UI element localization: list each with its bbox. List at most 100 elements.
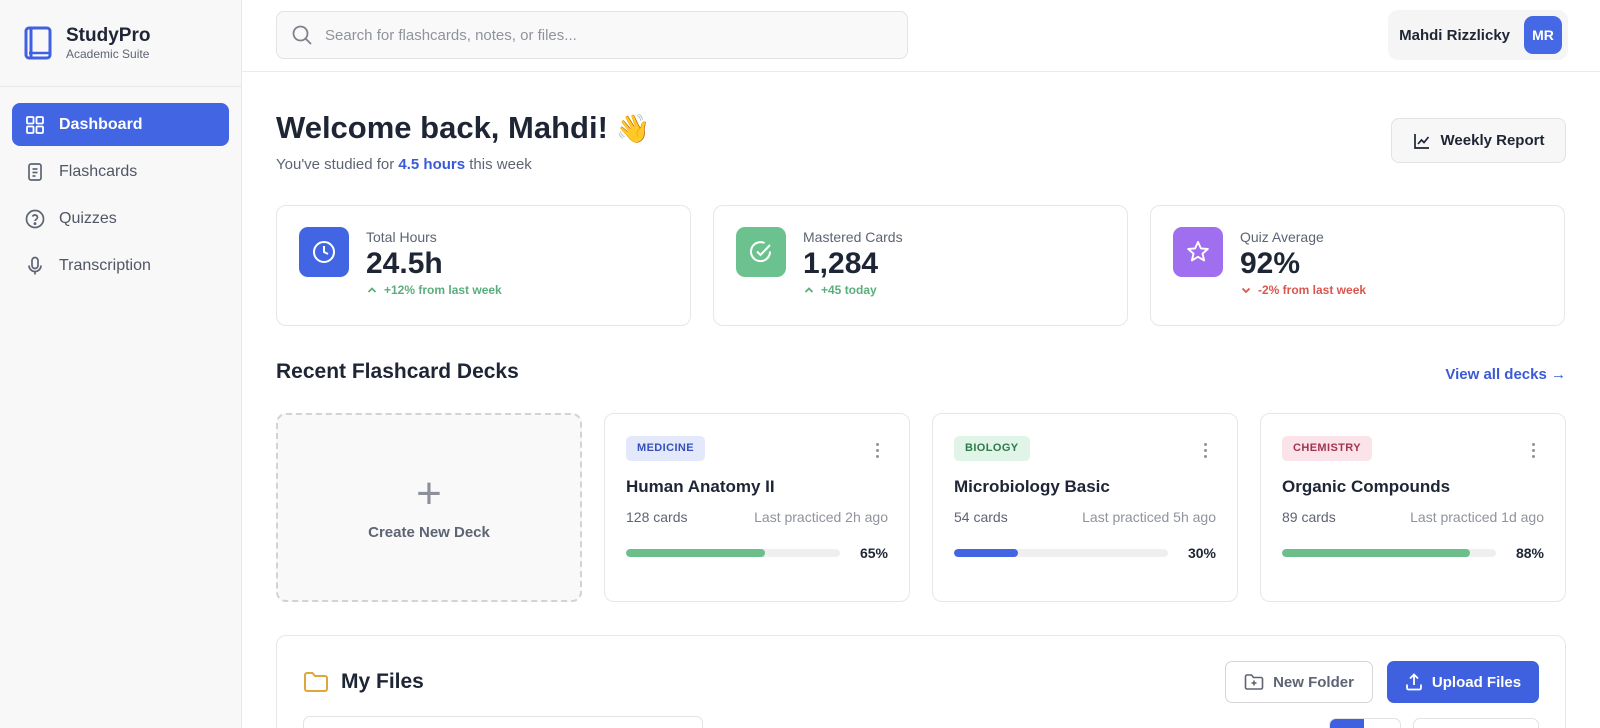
sidebar-item-label: Transcription [59, 256, 151, 274]
deck-title: Microbiology Basic [954, 477, 1110, 496]
progress-bar-fill [1282, 549, 1471, 557]
deck-title: Organic Compounds [1282, 477, 1451, 496]
view-toggle[interactable] [1329, 718, 1401, 728]
sidebar-item-quizzes[interactable]: Quizzes [12, 197, 229, 240]
create-deck-label: Create New Deck [368, 524, 490, 541]
deck-tag: BIOLOGY [954, 436, 1030, 461]
weekly-report-button[interactable]: Weekly Report [1391, 118, 1566, 163]
deck-card-count: 128 cards [626, 509, 688, 525]
deck-tag: CHEMISTRY [1282, 436, 1372, 461]
new-folder-button[interactable]: New Folder [1225, 661, 1373, 703]
stat-card-total-hours: Total Hours 24.5h +12% from last week [276, 205, 691, 326]
chevron-up-icon [367, 287, 377, 293]
weekly-report-label: Weekly Report [1440, 132, 1545, 149]
sidebar-item-flashcards[interactable]: Flashcards [12, 150, 229, 193]
summary-prefix: You've studied for [276, 156, 395, 173]
more-vertical-icon[interactable] [1197, 440, 1213, 460]
microphone-icon [25, 256, 45, 276]
my-files-title: My Files [303, 670, 424, 694]
folder-plus-icon [1244, 674, 1264, 690]
user-menu[interactable]: Mahdi Rizzlicky MR [1388, 10, 1568, 60]
sidebar-item-label: Flashcards [59, 162, 138, 180]
progress-percent: 65% [859, 545, 888, 561]
stat-label: Quiz Average [1240, 229, 1324, 245]
folder-icon [304, 672, 328, 692]
new-folder-label: New Folder [1273, 673, 1354, 691]
sidebar-item-dashboard[interactable]: Dashboard [12, 103, 229, 146]
stat-delta-text: +45 today [821, 283, 877, 297]
avatar[interactable]: MR [1524, 16, 1562, 54]
decks-section-title: Recent Flashcard Decks [276, 360, 519, 383]
stat-card-quiz-average: Quiz Average 92% -2% from last week [1150, 205, 1565, 326]
study-summary: You've studied for 4.5 hours this week [276, 156, 532, 173]
question-circle-icon [25, 209, 45, 229]
progress-bar [626, 549, 840, 557]
deck-last-practiced: Last practiced 2h ago [754, 509, 888, 525]
sidebar-item-transcription[interactable]: Transcription [12, 244, 229, 287]
deck-card[interactable]: MEDICINE Human Anatomy II 128 cards Last… [604, 413, 910, 602]
stat-label: Mastered Cards [803, 229, 903, 245]
sidebar: StudyPro Academic Suite Dashboard Flashc… [0, 0, 242, 728]
search-box[interactable] [276, 11, 908, 59]
progress-percent: 88% [1515, 545, 1544, 561]
sidebar-item-label: Quizzes [59, 209, 117, 227]
decks-row: + Create New Deck MEDICINE Human Anatomy… [276, 413, 1566, 602]
book-icon [24, 26, 52, 60]
progress-bar [954, 549, 1168, 557]
brand-subtitle: Academic Suite [66, 47, 150, 61]
stat-value: 1,284 [803, 247, 879, 280]
progress-bar [1282, 549, 1496, 557]
more-vertical-icon[interactable] [869, 440, 885, 460]
deck-card-count: 89 cards [1282, 509, 1336, 525]
stat-delta-text: -2% from last week [1258, 283, 1367, 297]
deck-last-practiced: Last practiced 5h ago [1082, 509, 1216, 525]
create-deck-card[interactable]: + Create New Deck [276, 413, 582, 602]
brand-name: StudyPro [66, 25, 151, 46]
upload-icon [1406, 673, 1422, 691]
chevron-down-icon [1241, 287, 1251, 294]
stat-label: Total Hours [366, 229, 437, 245]
sidebar-nav: Dashboard Flashcards Quizzes [0, 87, 241, 307]
grid-view-toggle[interactable] [1330, 719, 1364, 728]
deck-meta: 128 cards Last practiced 2h ago [626, 509, 888, 525]
my-files-panel: My Files New Folder Upload Files [276, 635, 1566, 728]
deck-card[interactable]: CHEMISTRY Organic Compounds 89 cards Las… [1260, 413, 1566, 602]
deck-tag: MEDICINE [626, 436, 705, 461]
search-icon [292, 25, 312, 45]
upload-files-button[interactable]: Upload Files [1387, 661, 1539, 703]
stats-row: Total Hours 24.5h +12% from last week Ma… [276, 205, 1566, 326]
deck-progress: 30% [954, 545, 1216, 561]
user-name: Mahdi Rizzlicky [1399, 26, 1510, 44]
progress-percent: 30% [1187, 545, 1216, 561]
document-icon [25, 162, 45, 182]
clock-icon [299, 227, 349, 277]
progress-bar-fill [626, 549, 766, 557]
sort-select[interactable] [1413, 718, 1539, 728]
topbar: Mahdi Rizzlicky MR [242, 0, 1600, 72]
page-title: Welcome back, Mahdi! 👋 [276, 110, 651, 146]
welcome-text: Welcome back, Mahdi! [276, 110, 608, 145]
deck-card-count: 54 cards [954, 509, 1008, 525]
upload-files-label: Upload Files [1431, 673, 1522, 691]
stat-delta: +12% from last week [366, 283, 502, 297]
deck-last-practiced: Last practiced 1d ago [1410, 509, 1544, 525]
view-all-decks-link[interactable]: View all decks → [1445, 366, 1566, 383]
deck-progress: 65% [626, 545, 888, 561]
waving-hand-emoji: 👋 [615, 113, 651, 144]
files-search-input[interactable] [303, 716, 703, 728]
my-files-label: My Files [341, 670, 424, 693]
brand[interactable]: StudyPro Academic Suite [0, 0, 241, 87]
grid-icon [25, 115, 45, 135]
summary-hours: 4.5 hours [398, 156, 466, 173]
stat-delta: +45 today [803, 283, 903, 297]
search-input[interactable] [325, 26, 885, 44]
deck-card[interactable]: BIOLOGY Microbiology Basic 54 cards Last… [932, 413, 1238, 602]
chart-line-icon [1413, 133, 1429, 149]
plus-icon: + [416, 469, 442, 518]
more-vertical-icon[interactable] [1525, 440, 1541, 460]
stat-value: 24.5h [366, 247, 443, 280]
chevron-up-icon [804, 287, 814, 293]
deck-progress: 88% [1282, 545, 1544, 561]
stat-value: 92% [1240, 247, 1301, 280]
deck-meta: 89 cards Last practiced 1d ago [1282, 509, 1544, 525]
